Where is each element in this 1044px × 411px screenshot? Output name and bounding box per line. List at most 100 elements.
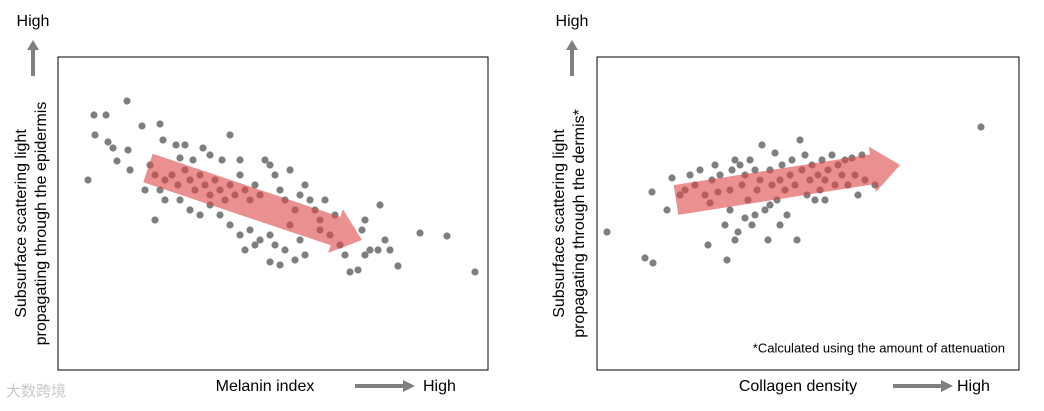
point: [104, 138, 112, 146]
point: [721, 221, 729, 229]
point: [206, 151, 214, 159]
trend-arrow: [673, 146, 900, 215]
point: [301, 251, 309, 259]
point: [778, 161, 786, 169]
point: [286, 166, 294, 174]
point: [801, 151, 809, 159]
point: [236, 231, 244, 239]
point: [374, 246, 382, 254]
point: [91, 131, 99, 139]
point: [783, 211, 791, 219]
point: [796, 136, 804, 144]
point: [776, 221, 784, 229]
point: [649, 259, 657, 267]
point: [251, 241, 259, 249]
point: [648, 188, 656, 196]
point: [771, 149, 779, 157]
point: [256, 236, 264, 244]
point: [751, 211, 759, 219]
point: [346, 268, 354, 276]
point: [394, 262, 402, 270]
point: [109, 144, 117, 152]
point: [358, 226, 366, 234]
point: [176, 196, 184, 204]
point: [731, 156, 739, 164]
point: [416, 229, 424, 237]
point: [603, 228, 611, 236]
point: [828, 151, 836, 159]
point: [181, 141, 189, 149]
point: [276, 261, 284, 269]
x-high-label: High: [423, 378, 456, 395]
point: [728, 166, 736, 174]
x-high-arrow: [893, 380, 953, 392]
point: [736, 161, 744, 169]
point: [696, 166, 704, 174]
y-axis-label: Subsurface scattering light: [13, 129, 30, 318]
point: [199, 144, 207, 152]
point: [266, 161, 274, 169]
point: [306, 196, 314, 204]
point: [854, 191, 862, 199]
point: [788, 156, 796, 164]
point: [811, 196, 819, 204]
point: [793, 236, 801, 244]
point: [296, 236, 304, 244]
point: [764, 236, 772, 244]
point: [734, 228, 742, 236]
point: [748, 221, 756, 229]
point: [124, 146, 132, 154]
point: [102, 111, 110, 119]
point: [376, 201, 384, 209]
point: [301, 181, 309, 189]
point: [151, 216, 159, 224]
y-axis-label: propagating through the dermis*: [571, 109, 588, 338]
point: [186, 206, 194, 214]
point: [354, 266, 362, 274]
point: [276, 186, 284, 194]
x-axis-label: Melanin index: [216, 378, 315, 395]
point: [443, 232, 451, 240]
point: [126, 166, 134, 174]
x-high-label: High: [957, 378, 990, 395]
point: [90, 111, 98, 119]
point: [226, 221, 234, 229]
point: [751, 166, 759, 174]
point: [746, 156, 754, 164]
point: [189, 156, 197, 164]
point: [704, 241, 712, 249]
x-axis-label: Collagen density: [739, 378, 857, 395]
y-high-arrow: [27, 40, 39, 76]
point: [361, 251, 369, 259]
point: [761, 206, 769, 214]
point: [218, 156, 226, 164]
y-high-arrow: [566, 40, 578, 76]
plot-frame: [596, 56, 1020, 371]
point: [241, 246, 249, 254]
point: [741, 214, 749, 222]
point: [386, 246, 394, 254]
point: [381, 236, 389, 244]
point: [271, 241, 279, 249]
point: [113, 157, 121, 165]
point: [261, 156, 269, 164]
point: [159, 136, 167, 144]
y-high-label: High: [556, 13, 589, 30]
watermark: 大数跨境: [6, 382, 66, 400]
point: [723, 256, 731, 264]
point: [341, 251, 349, 259]
point: [711, 161, 719, 169]
point: [291, 256, 299, 264]
point: [366, 246, 374, 254]
point: [141, 186, 149, 194]
point: [266, 258, 274, 266]
point: [236, 156, 244, 164]
point: [266, 231, 274, 239]
point: [296, 191, 304, 199]
x-high-arrow: [355, 380, 415, 392]
point: [226, 131, 234, 139]
point: [471, 268, 479, 276]
plot-frame: [57, 56, 489, 371]
point: [123, 97, 131, 105]
